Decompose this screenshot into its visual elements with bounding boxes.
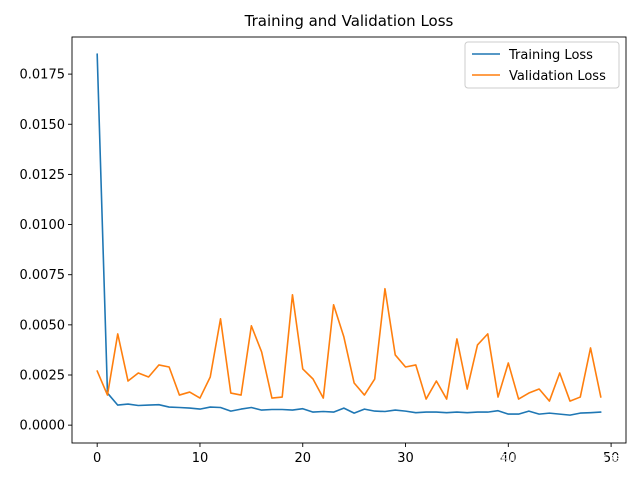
watermark-line-1: CSDN @别团等shy哥发育	[433, 452, 624, 471]
validation-loss-line	[96, 287, 602, 402]
watermark-line-2: @稀土掘金技术社区	[525, 461, 624, 475]
y-tick-label: 0.0000	[20, 419, 66, 434]
series-layer	[96, 53, 602, 416]
watermark: CSDN @别团等shy哥发育 @稀土掘金技术社区	[433, 452, 624, 475]
legend-box	[464, 41, 620, 89]
y-tick-label: 0.0025	[20, 368, 66, 383]
y-tick-label: 0.0100	[20, 218, 66, 233]
training-loss-line	[96, 53, 602, 416]
x-tick-label: 50	[603, 451, 620, 466]
x-tick-label: 0	[93, 451, 101, 466]
y-tick-label: 0.0125	[20, 168, 66, 183]
x-axis: 0 10 20 30 40 50	[93, 443, 619, 466]
plot-background	[72, 37, 626, 443]
plot-area	[72, 37, 626, 443]
axes-frame	[71, 36, 627, 444]
y-tick-label: 0.0050	[20, 318, 66, 333]
chart-title: Training and Validation Loss	[244, 12, 454, 30]
legend: Training Loss Validation Loss	[464, 41, 620, 89]
legend-label-validation: Validation Loss	[509, 69, 606, 84]
y-tick-label: 0.0075	[20, 268, 66, 283]
x-tick-label: 20	[294, 451, 311, 466]
x-tick-label: 10	[192, 451, 209, 466]
legend-label-training: Training Loss	[508, 48, 593, 63]
y-tick-label: 0.0175	[20, 68, 66, 83]
y-tick-label: 0.0150	[20, 118, 66, 133]
axes-spines	[71, 36, 627, 444]
x-tick-label: 40	[500, 451, 517, 466]
x-tick-label: 30	[397, 451, 414, 466]
y-axis: 0.0000 0.0025 0.0050 0.0075 0.0100 0.0125 0.01…	[20, 68, 72, 434]
